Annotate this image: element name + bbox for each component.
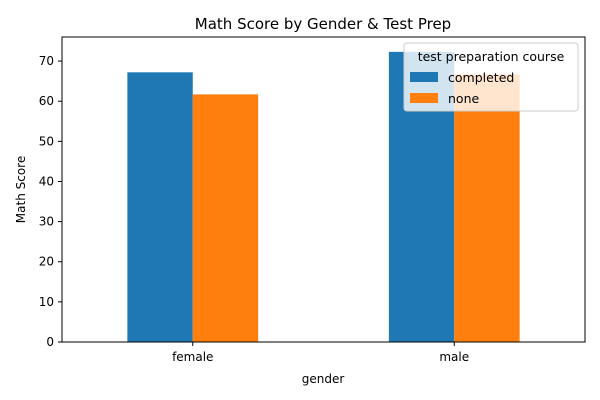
bar-male-none bbox=[454, 74, 520, 343]
y-tick-label-30: 30 bbox=[39, 215, 54, 229]
y-tick-label-70: 70 bbox=[39, 54, 54, 68]
legend-box bbox=[403, 42, 579, 112]
plot-frame bbox=[61, 36, 586, 343]
legend-swatch-none bbox=[410, 93, 438, 103]
legend-entry-completed: completed bbox=[448, 70, 514, 85]
bars-layer bbox=[127, 51, 520, 343]
x-tick-label-male: male bbox=[439, 350, 469, 364]
bar-female-completed bbox=[127, 72, 193, 342]
x-axis-label: gender bbox=[302, 372, 345, 386]
y-tick-label-40: 40 bbox=[39, 174, 54, 188]
y-tick-label-60: 60 bbox=[39, 94, 54, 108]
bar-female-none bbox=[192, 94, 259, 343]
y-tick-label-0: 0 bbox=[46, 335, 54, 349]
legend-entry-none: none bbox=[448, 91, 479, 106]
y-axis: 0 10 20 30 40 50 60 70 bbox=[39, 54, 62, 349]
legend: test preparation course completed none bbox=[403, 42, 579, 112]
y-tick-label-50: 50 bbox=[39, 134, 54, 148]
legend-title: test preparation course bbox=[418, 49, 565, 64]
x-axis: female male bbox=[172, 342, 469, 364]
x-tick-label-female: female bbox=[172, 350, 213, 364]
y-tick-label-20: 20 bbox=[39, 255, 54, 269]
y-axis-label: Math Score bbox=[14, 156, 28, 223]
legend-swatch-completed bbox=[410, 72, 438, 82]
y-tick-label-10: 10 bbox=[39, 295, 54, 309]
chart-title: Math Score by Gender & Test Prep bbox=[195, 15, 451, 33]
